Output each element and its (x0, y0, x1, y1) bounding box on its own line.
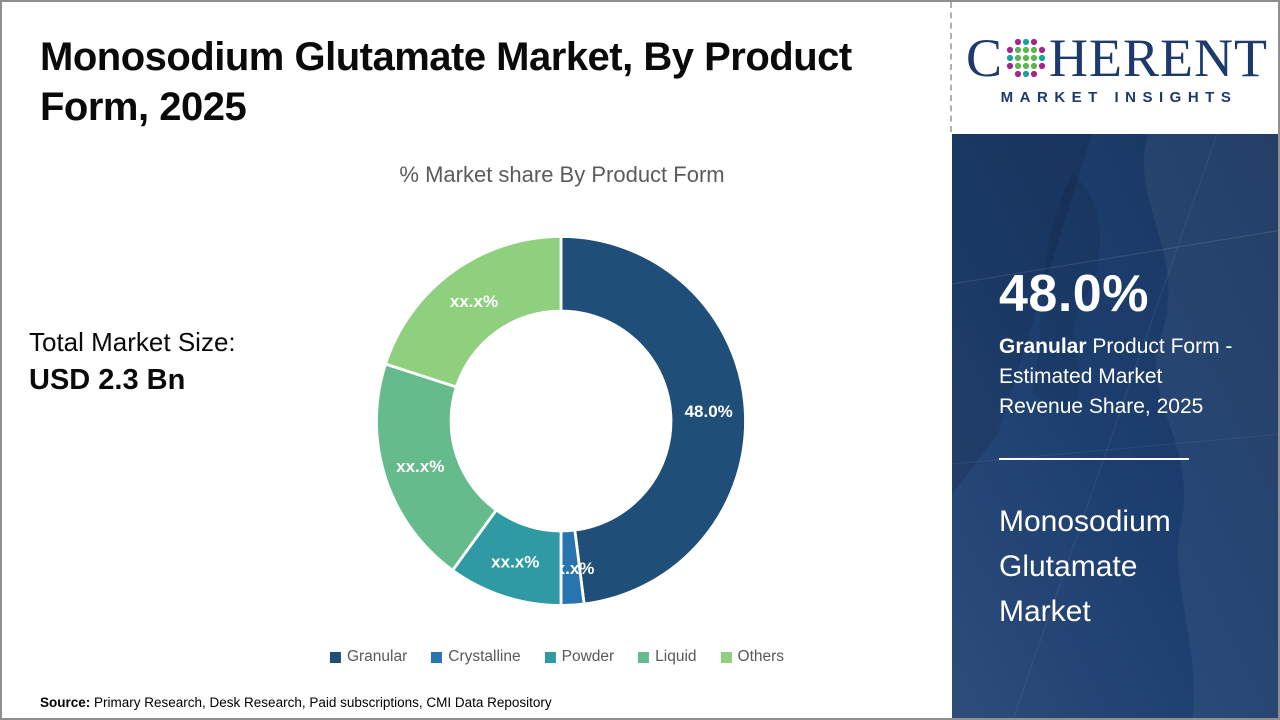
legend-swatch-others (720, 651, 732, 663)
legend-label-crystalline: Crystalline (448, 648, 521, 665)
company-logo: C HERENT MARKET INSIGHTS (952, 2, 1278, 134)
panel-market-name: Monosodium Glutamate Market (999, 505, 1171, 628)
total-market-value: USD 2.3 Bn (29, 364, 186, 396)
legend-label-others: Others (737, 648, 785, 665)
legend-swatch-crystalline (431, 651, 443, 663)
logo-letter-c: C (966, 27, 1004, 88)
chart-legend: Granular Crystalline Powder Liquid Others (329, 648, 785, 666)
legend-swatch-granular (329, 651, 341, 663)
highlight-panel: 48.0% Granular Product Form - Estimated … (952, 134, 1278, 718)
highlight-stat-description: Granular Product Form - Estimated Market… (999, 332, 1244, 422)
legend-label-powder: Powder (561, 648, 615, 665)
donut-chart-svg: 48.0%xx.x%xx.x%xx.x%xx.x% (375, 235, 747, 607)
dotted-globe-icon (1006, 38, 1046, 77)
legend-item-others: Others (720, 648, 785, 666)
legend-swatch-liquid (638, 651, 650, 663)
logo-letters-herent: HERENT (1049, 27, 1268, 88)
main-content-area: Monosodium Glutamate Market, By Product … (2, 2, 952, 718)
panel-content: 48.0% Granular Product Form - Estimated … (999, 268, 1242, 634)
dashed-separator (950, 2, 952, 132)
donut-label-others: xx.x% (450, 292, 498, 311)
logo-wordmark: C HERENT (966, 31, 1268, 85)
stat-desc-rest: Product Form - Estimated Market Revenue … (999, 335, 1233, 418)
chart-subtitle: % Market share By Product Form (399, 162, 725, 187)
legend-label-granular: Granular (346, 648, 408, 665)
donut-segment-liquid (375, 362, 499, 573)
legend-item-liquid: Liquid (638, 648, 697, 666)
donut-label-granular: 48.0% (685, 402, 733, 421)
panel-divider (999, 458, 1189, 460)
donut-label-liquid: xx.x% (396, 457, 444, 476)
legend-item-powder: Powder (544, 648, 615, 666)
donut-chart: 48.0% xx.x% xx.x% xx.x% xx.x% (371, 231, 751, 611)
legend-item-crystalline: Crystalline (431, 648, 521, 666)
logo-tagline: MARKET INSIGHTS (1000, 88, 1238, 106)
total-market-block: Total Market Size: USD 2.3 Bn (29, 327, 236, 397)
donut-segment-others (383, 235, 563, 389)
donut-segment-granular (559, 235, 747, 606)
source-text: Primary Research, Desk Research, Paid su… (90, 695, 552, 710)
highlight-stat-value: 48.0% (999, 265, 1149, 323)
legend-swatch-powder (544, 651, 556, 663)
legend-label-liquid: Liquid (655, 648, 697, 665)
right-sidebar: C HERENT MARKET INSIGHTS 48.0% Granular … (950, 2, 1278, 718)
stat-desc-segment-name: Granular (999, 335, 1087, 358)
donut-label-powder: xx.x% (491, 552, 539, 571)
legend-item-granular: Granular (329, 648, 408, 666)
source-line: Source: Primary Research, Desk Research,… (40, 695, 552, 710)
total-market-label: Total Market Size: (29, 327, 236, 357)
page-title: Monosodium Glutamate Market, By Product … (40, 35, 852, 129)
source-label: Source: (40, 695, 91, 710)
